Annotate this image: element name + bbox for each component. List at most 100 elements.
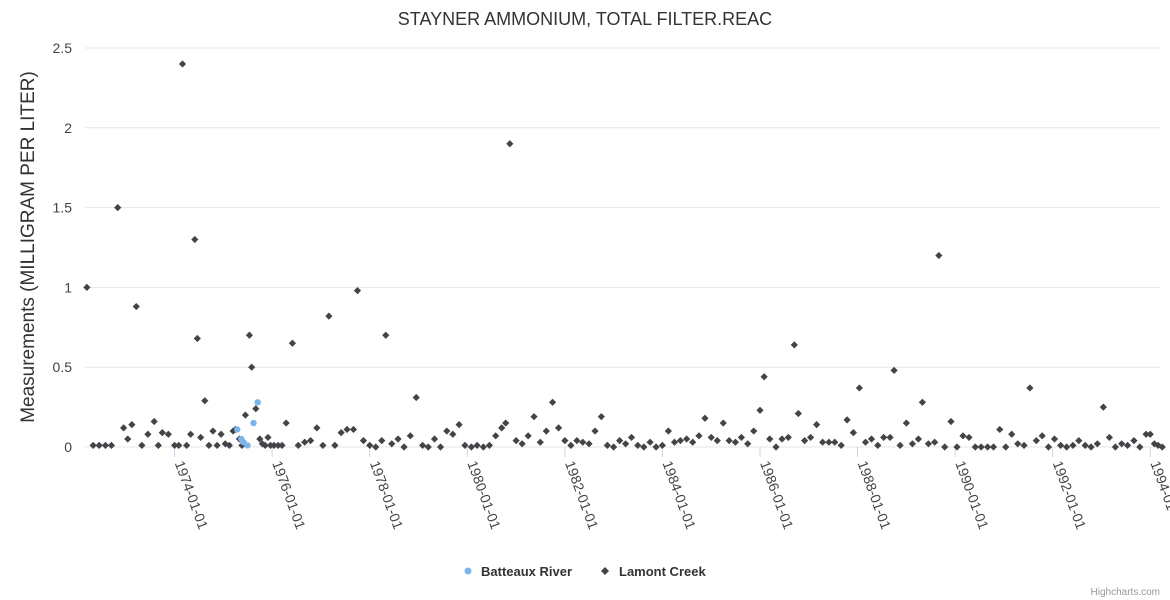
point-lamont-creek[interactable] bbox=[394, 435, 402, 443]
point-lamont-creek[interactable] bbox=[1002, 443, 1010, 451]
point-lamont-creek[interactable] bbox=[713, 437, 721, 445]
point-lamont-creek[interactable] bbox=[217, 430, 225, 438]
point-lamont-creek[interactable] bbox=[1057, 441, 1065, 450]
point-lamont-creek[interactable] bbox=[931, 438, 939, 446]
point-lamont-creek[interactable] bbox=[443, 427, 451, 435]
point-lamont-creek[interactable] bbox=[1158, 443, 1166, 451]
point-lamont-creek[interactable] bbox=[301, 438, 309, 446]
point-lamont-creek[interactable] bbox=[197, 433, 205, 442]
point-lamont-creek[interactable] bbox=[622, 440, 630, 448]
point-lamont-creek[interactable] bbox=[382, 331, 390, 339]
point-lamont-creek[interactable] bbox=[144, 430, 152, 438]
point-lamont-creek[interactable] bbox=[890, 366, 898, 374]
point-lamont-creek[interactable] bbox=[616, 437, 624, 445]
point-lamont-creek[interactable] bbox=[1050, 435, 1059, 443]
point-lamont-creek[interactable] bbox=[1069, 441, 1077, 450]
point-lamont-creek[interactable] bbox=[935, 251, 943, 260]
point-lamont-creek[interactable] bbox=[983, 443, 992, 451]
point-lamont-creek[interactable] bbox=[319, 441, 327, 450]
point-lamont-creek[interactable] bbox=[1142, 430, 1150, 438]
point-lamont-creek[interactable] bbox=[670, 438, 679, 446]
point-lamont-creek[interactable] bbox=[652, 443, 660, 451]
point-lamont-creek[interactable] bbox=[241, 411, 250, 419]
point-lamont-creek[interactable] bbox=[455, 421, 463, 429]
point-lamont-creek[interactable] bbox=[947, 417, 955, 426]
point-lamont-creek[interactable] bbox=[366, 441, 374, 450]
point-lamont-creek[interactable] bbox=[419, 441, 427, 450]
point-lamont-creek[interactable] bbox=[902, 419, 910, 427]
point-lamont-creek[interactable] bbox=[479, 443, 488, 451]
point-lamont-creek[interactable] bbox=[1032, 437, 1040, 445]
point-lamont-creek[interactable] bbox=[1008, 430, 1016, 438]
point-lamont-creek[interactable] bbox=[1026, 384, 1034, 392]
point-lamont-creek[interactable] bbox=[294, 441, 302, 450]
point-lamont-creek[interactable] bbox=[313, 424, 321, 432]
point-lamont-creek[interactable] bbox=[178, 60, 187, 68]
point-lamont-creek[interactable] bbox=[530, 413, 538, 421]
point-lamont-creek[interactable] bbox=[400, 443, 408, 451]
point-lamont-creek[interactable] bbox=[270, 441, 278, 450]
point-lamont-creek[interactable] bbox=[473, 441, 481, 450]
point-lamont-creek[interactable] bbox=[941, 443, 949, 451]
point-lamont-creek[interactable] bbox=[784, 433, 792, 442]
point-lamont-creek[interactable] bbox=[436, 443, 445, 451]
point-lamont-creek[interactable] bbox=[83, 283, 91, 291]
point-lamont-creek[interactable] bbox=[359, 437, 368, 445]
point-lamont-creek[interactable] bbox=[164, 430, 172, 438]
point-lamont-creek[interactable] bbox=[225, 441, 233, 450]
point-lamont-creek[interactable] bbox=[288, 339, 297, 347]
point-lamont-creek[interactable] bbox=[977, 443, 985, 451]
point-lamont-creek[interactable] bbox=[719, 419, 727, 427]
point-lamont-creek[interactable] bbox=[349, 425, 358, 434]
point-lamont-creek[interactable] bbox=[597, 413, 605, 421]
point-lamont-creek[interactable] bbox=[128, 421, 136, 429]
point-lamont-creek[interactable] bbox=[610, 443, 618, 451]
point-lamont-creek[interactable] bbox=[1111, 443, 1119, 451]
point-lamont-creek[interactable] bbox=[603, 441, 611, 450]
point-lamont-creek[interactable] bbox=[1118, 440, 1126, 448]
point-lamont-creek[interactable] bbox=[689, 438, 697, 446]
point-lamont-creek[interactable] bbox=[337, 429, 345, 437]
point-lamont-creek[interactable] bbox=[886, 433, 894, 442]
point-lamont-creek[interactable] bbox=[664, 427, 672, 435]
point-lamont-creek[interactable] bbox=[953, 443, 961, 451]
point-lamont-creek[interactable] bbox=[372, 443, 380, 451]
point-lamont-creek[interactable] bbox=[880, 433, 888, 442]
legend-item-lamont-creek[interactable]: Lamont Creek bbox=[601, 564, 706, 579]
point-lamont-creek[interactable] bbox=[989, 443, 998, 451]
point-lamont-creek[interactable] bbox=[658, 441, 666, 450]
point-lamont-creek[interactable] bbox=[213, 441, 221, 450]
point-lamont-creek[interactable] bbox=[485, 441, 494, 450]
point-lamont-creek[interactable] bbox=[646, 438, 654, 446]
point-lamont-creek[interactable] bbox=[114, 204, 122, 212]
point-lamont-creek[interactable] bbox=[252, 405, 260, 413]
point-lamont-creek[interactable] bbox=[201, 397, 209, 405]
point-lamont-creek[interactable] bbox=[819, 438, 827, 446]
point-lamont-creek[interactable] bbox=[542, 427, 550, 435]
point-lamont-creek[interactable] bbox=[807, 433, 815, 442]
point-lamont-creek[interactable] bbox=[573, 437, 581, 445]
point-lamont-creek[interactable] bbox=[766, 435, 774, 443]
point-lamont-creek[interactable] bbox=[1038, 432, 1046, 440]
point-lamont-creek[interactable] bbox=[138, 441, 146, 450]
point-lamont-creek[interactable] bbox=[778, 435, 786, 443]
point-lamont-creek[interactable] bbox=[695, 432, 703, 440]
point-lamont-creek[interactable] bbox=[150, 417, 158, 426]
point-lamont-creek[interactable] bbox=[1105, 433, 1113, 442]
point-lamont-creek[interactable] bbox=[831, 438, 839, 446]
point-lamont-creek[interactable] bbox=[278, 441, 286, 450]
point-lamont-creek[interactable] bbox=[1150, 440, 1158, 448]
point-lamont-creek[interactable] bbox=[205, 441, 213, 450]
point-lamont-creek[interactable] bbox=[95, 441, 103, 450]
point-batteaux-river[interactable] bbox=[254, 399, 261, 406]
point-lamont-creek[interactable] bbox=[794, 409, 802, 418]
point-lamont-creek[interactable] bbox=[187, 430, 195, 438]
point-lamont-creek[interactable] bbox=[567, 441, 575, 450]
point-lamont-creek[interactable] bbox=[264, 433, 272, 442]
point-lamont-creek[interactable] bbox=[924, 440, 933, 448]
point-lamont-creek[interactable] bbox=[261, 441, 269, 450]
point-lamont-creek[interactable] bbox=[634, 441, 642, 450]
point-lamont-creek[interactable] bbox=[914, 435, 922, 443]
point-lamont-creek[interactable] bbox=[412, 393, 420, 402]
point-lamont-creek[interactable] bbox=[918, 398, 927, 406]
